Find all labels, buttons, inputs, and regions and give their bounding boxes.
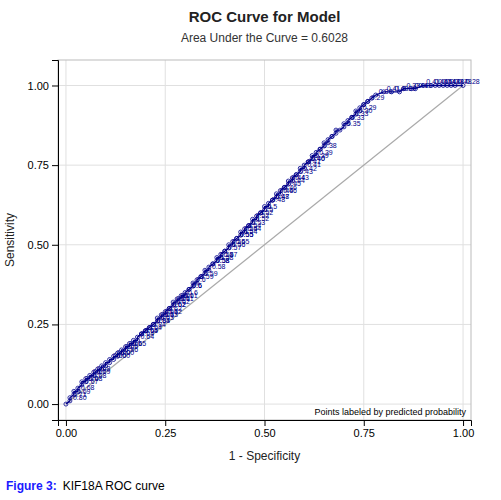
- grid-line-y: [58, 165, 471, 166]
- point-label: 0.47: [275, 193, 289, 200]
- point-label: 0.38: [323, 142, 337, 149]
- annotation: Points labeled by predicted probability: [314, 407, 466, 417]
- tick-mark: [165, 420, 166, 426]
- point: [80, 380, 84, 384]
- point: [366, 99, 370, 103]
- y-axis-title: Sensitivity: [3, 213, 17, 267]
- tick-mark: [364, 420, 365, 426]
- tick: 1.00: [28, 80, 58, 92]
- axis-line: [52, 61, 59, 421]
- x-axis-title: 1 - Specificity: [229, 449, 300, 463]
- point-label: 0.6: [192, 282, 202, 289]
- tick: 0.50: [254, 420, 275, 439]
- tick-mark: [52, 324, 58, 325]
- tick-label: 0.75: [354, 427, 375, 439]
- tick-label: 0.50: [254, 427, 275, 439]
- grid-line-y: [58, 324, 471, 325]
- point: [330, 134, 334, 138]
- point-label: 0.28: [466, 78, 480, 85]
- tick-mark: [66, 420, 67, 426]
- point-label: 0.6: [192, 282, 202, 289]
- roc-curve: [66, 85, 463, 404]
- tick-mark: [463, 420, 464, 426]
- tick: 0.25: [155, 420, 176, 439]
- tick-mark: [52, 404, 58, 405]
- tick: 1.00: [453, 420, 474, 439]
- tick: 0.00: [56, 420, 77, 439]
- y-axis: 0.00 0.25 0.50 0.75 1.00: [28, 61, 59, 421]
- point: [366, 99, 370, 103]
- title: ROC Curve for Model: [189, 8, 341, 25]
- point: [104, 361, 108, 365]
- tick-label: 0.25: [155, 427, 176, 439]
- x-axis: 0.00 0.25 0.50 0.75 1.00: [56, 420, 475, 439]
- grid-line-x: [65, 60, 66, 420]
- chart: ROC Curve for Model Area Under the Curve …: [0, 0, 501, 500]
- point-label: 0.58: [212, 263, 226, 270]
- caption: KIF18A ROC curve: [63, 479, 165, 493]
- point-labels: 0.800.710.690.680.670.700.680.680.670.69…: [73, 78, 480, 400]
- tick: 0.25: [28, 318, 58, 330]
- tick-label: 1.00: [28, 80, 49, 92]
- point-label: 0.35: [347, 120, 361, 127]
- tick-label: 1.00: [453, 427, 474, 439]
- tick: 0.75: [28, 159, 58, 171]
- tick-label: 0.50: [28, 239, 49, 251]
- point: [108, 357, 112, 361]
- point: [330, 134, 334, 138]
- tick-label: 0.00: [56, 427, 77, 439]
- point-label: 0.29: [363, 104, 377, 111]
- subtitle: Area Under the Curve = 0.6028: [181, 31, 348, 45]
- axis-line: [59, 421, 472, 427]
- point: [342, 122, 346, 126]
- point-label: 0.57: [224, 251, 238, 258]
- reference-line: [66, 85, 463, 404]
- point-label: 0.55: [236, 238, 250, 245]
- point-label: 0.65: [132, 340, 146, 347]
- tick-mark: [52, 165, 58, 166]
- tick-label: 0.75: [28, 159, 49, 171]
- point: [338, 128, 342, 132]
- point: [207, 265, 211, 269]
- tick-label: 0.25: [28, 318, 49, 330]
- tick-label: 0.00: [28, 398, 49, 410]
- tick-mark: [52, 85, 58, 86]
- tick: 0.00: [28, 398, 58, 410]
- tick-mark: [52, 245, 58, 246]
- grid-line-x: [165, 60, 166, 420]
- point-label: 0.5: [268, 203, 278, 210]
- point-label: 0.39: [319, 149, 333, 156]
- point-label: 0.68: [81, 384, 95, 391]
- point: [326, 138, 330, 142]
- point: [334, 128, 338, 132]
- point: [64, 402, 68, 406]
- grid-line-x: [264, 60, 265, 420]
- point-label: 0.29: [371, 94, 385, 101]
- point: [135, 335, 139, 339]
- grid-line-y: [58, 404, 471, 405]
- plot-frame: [58, 60, 471, 420]
- caption-label: Figure 3:: [6, 479, 57, 493]
- grid-line-x: [463, 60, 464, 420]
- point-label: 0.43: [295, 174, 309, 181]
- tick-mark: [265, 420, 266, 426]
- marks: [64, 83, 465, 406]
- point: [68, 396, 72, 400]
- point-label: 0.68: [97, 365, 111, 372]
- point-label: 0.48: [275, 193, 289, 200]
- tick: 0.75: [354, 420, 375, 439]
- point-label: 0.6: [188, 289, 198, 296]
- tick: 0.50: [28, 239, 58, 251]
- plot-area: 0.800.710.690.680.670.700.680.680.670.69…: [3, 60, 480, 463]
- grid: [58, 60, 471, 420]
- point-label: 0.59: [204, 270, 218, 277]
